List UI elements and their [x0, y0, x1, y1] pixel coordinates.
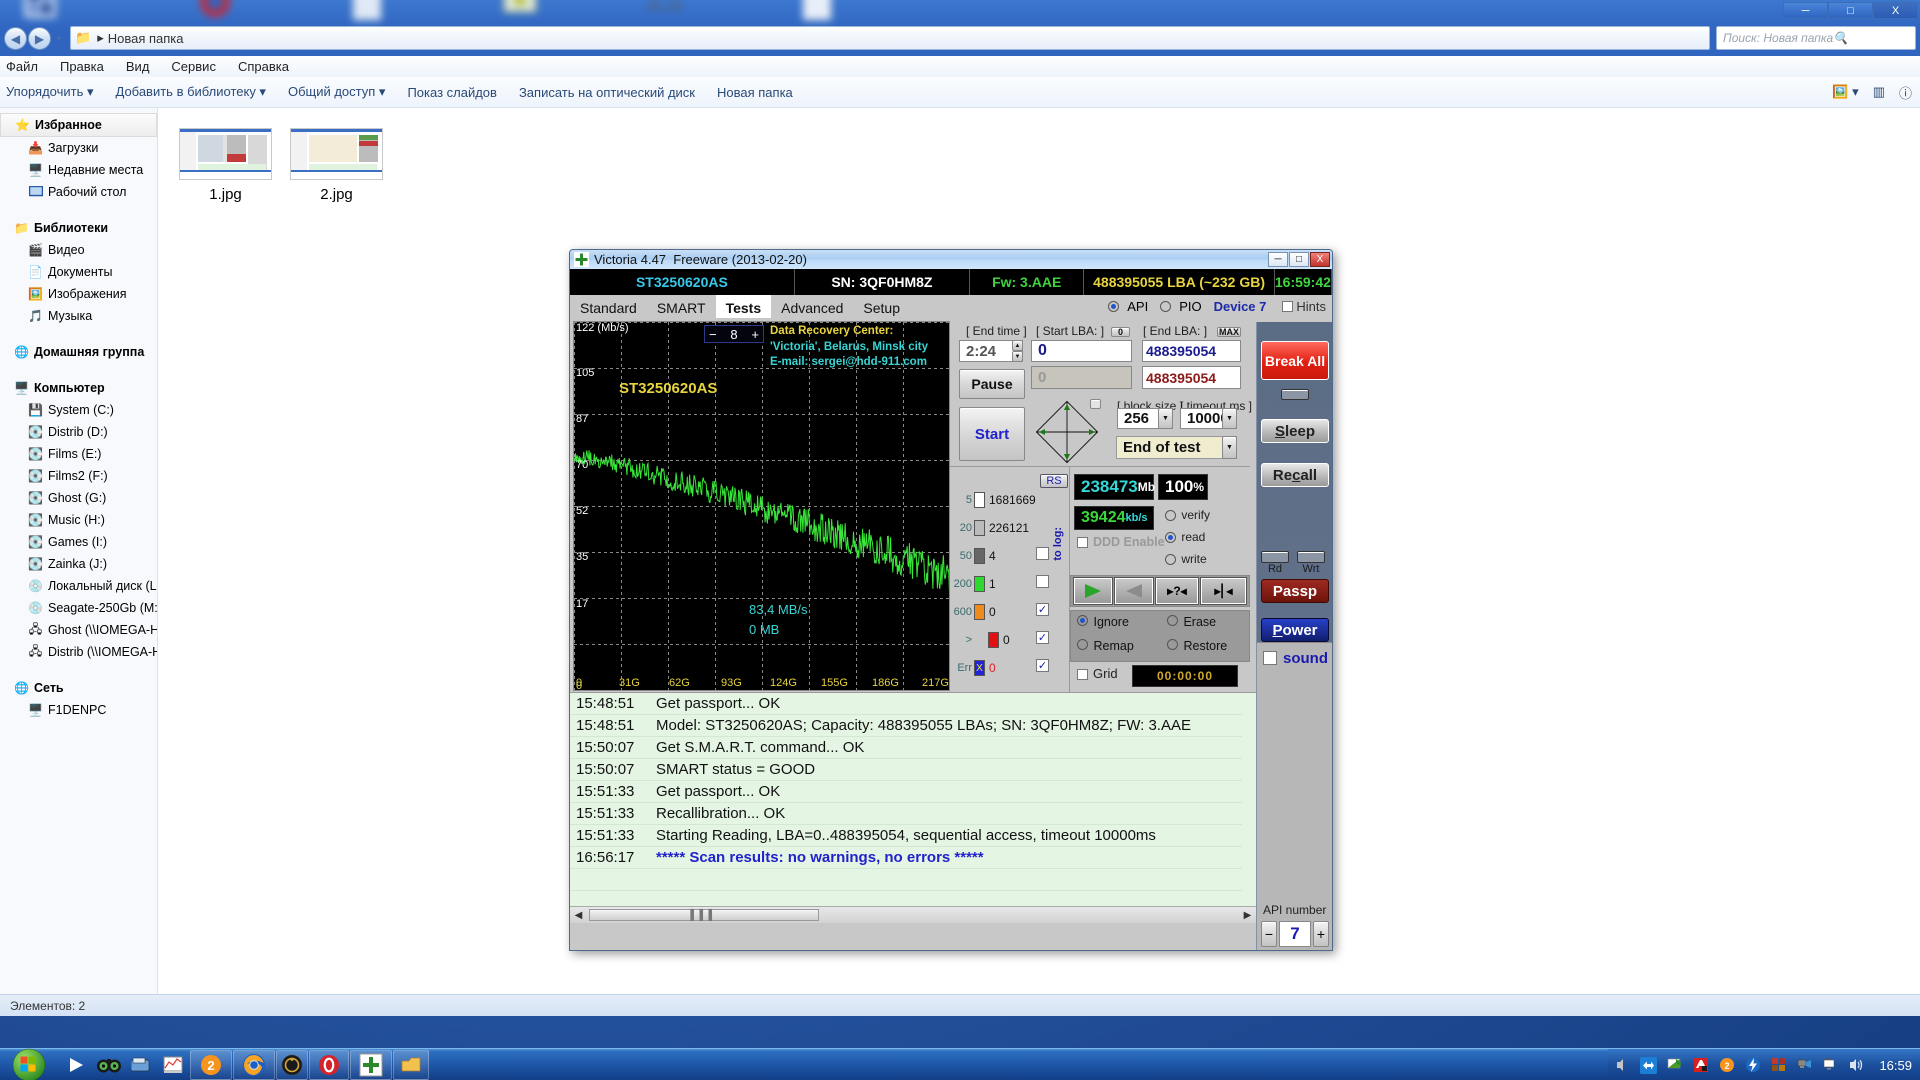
svg-text:2: 2 [1725, 1061, 1730, 1071]
svg-text:2: 2 [207, 1058, 214, 1073]
